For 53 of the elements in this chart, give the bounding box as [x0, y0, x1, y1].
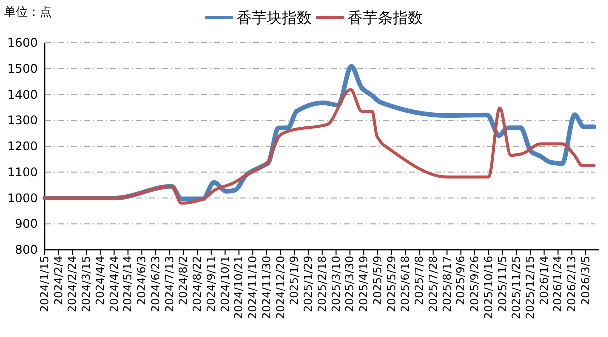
x-tick-label: 2025/8/17	[440, 256, 454, 312]
legend-label: 香芋块指数	[237, 9, 312, 27]
y-tick-label: 1000	[7, 191, 38, 206]
y-tick-label: 1600	[7, 36, 38, 50]
x-tick-label: 2024/7/13	[163, 256, 176, 312]
y-tick-label: 800	[15, 243, 38, 257]
y-tick-label: 1400	[7, 88, 38, 102]
x-tick-label: 2025/11/5	[496, 256, 510, 312]
x-tick-label: 2025/5/29	[385, 256, 398, 312]
x-tick-label: 2024/2/4	[52, 256, 66, 306]
x-tick-label: 2025/1/9	[288, 256, 302, 306]
x-tick-label: 2025/12/15	[524, 256, 537, 320]
x-tick-label: 2024/12/20	[274, 256, 288, 320]
y-tick-label: 900	[15, 217, 38, 232]
x-tick-label: 2024/11/10	[246, 256, 260, 320]
x-tick-label: 2024/5/14	[122, 256, 135, 312]
x-tick-label: 2025/1/29	[302, 256, 316, 312]
x-tick-label: 2025/2/18	[316, 256, 329, 312]
x-tick-label: 2026/2/13	[566, 256, 579, 312]
x-tick-label: 2024/6/3	[136, 256, 149, 306]
x-tick-label: 2025/7/28	[426, 256, 440, 312]
x-tick-label: 2025/4/19	[358, 256, 371, 312]
x-tick-label: 2024/10/1	[218, 256, 232, 312]
y-tick-label: 1200	[7, 140, 38, 154]
x-tick-label: 2025/7/8	[413, 256, 426, 306]
y-tick-label: 1100	[7, 165, 38, 180]
x-tick-label: 2025/11/25	[510, 256, 524, 320]
x-tick-label: 2026/1/24	[552, 256, 565, 312]
x-tick-label: 2024/4/4	[94, 256, 107, 306]
x-tick-label: 2024/9/11	[204, 256, 218, 312]
x-tick-label: 2025/10/16	[482, 256, 496, 320]
x-tick-label: 2026/3/5	[579, 256, 592, 306]
x-tick-label: 2025/9/6	[454, 256, 468, 306]
x-tick-label: 2024/3/15	[80, 256, 94, 312]
x-tick-label: 2024/8/2	[177, 256, 190, 306]
x-tick-label: 2024/1/15	[38, 256, 52, 312]
x-tick-label: 2024/6/23	[149, 256, 162, 312]
legend-label: 香芋条指数	[348, 9, 423, 27]
x-tick-label: 2025/3/10	[330, 256, 343, 312]
text: 单位：点	[4, 5, 52, 19]
line-series	[44, 88, 596, 205]
x-tick-label: 2024/11/30	[260, 256, 274, 320]
y-tick-label: 1300	[7, 114, 38, 128]
x-tick-label: 2025/5/9	[371, 256, 384, 306]
x-tick-label: 2025/6/18	[399, 256, 412, 312]
x-tick-label: 2024/4/24	[108, 256, 121, 312]
y-tick-label: 1500	[7, 62, 38, 76]
x-tick-label: 2024/2/24	[66, 256, 80, 312]
x-tick-label: 2025/9/26	[468, 256, 482, 312]
x-tick-label: 2024/8/22	[191, 256, 204, 312]
x-tick-label: 2024/10/21	[232, 256, 246, 320]
x-tick-label: 2025/3/30	[344, 256, 357, 312]
x-tick-label: 2026/1/4	[538, 256, 551, 306]
